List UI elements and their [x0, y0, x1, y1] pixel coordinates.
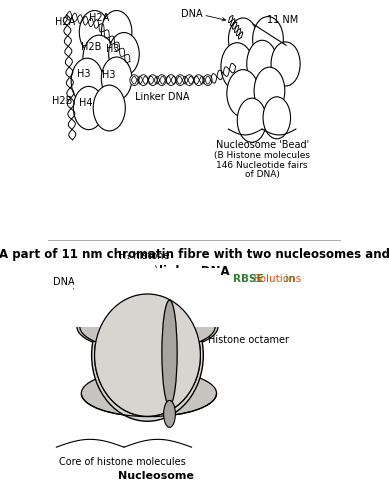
Ellipse shape	[176, 75, 184, 86]
Text: Nucleosome 'Bead': Nucleosome 'Bead'	[216, 140, 308, 149]
Ellipse shape	[166, 75, 175, 86]
Ellipse shape	[221, 43, 253, 90]
Ellipse shape	[109, 33, 139, 76]
Text: Nucleosome: Nucleosome	[118, 471, 194, 482]
Ellipse shape	[252, 17, 283, 62]
Ellipse shape	[263, 97, 291, 139]
Text: Linker DNA: Linker DNA	[135, 92, 189, 102]
Ellipse shape	[101, 10, 132, 54]
Text: H4: H4	[79, 98, 93, 108]
Text: H2A: H2A	[55, 17, 75, 27]
Text: 11 NM: 11 NM	[267, 15, 298, 25]
Ellipse shape	[95, 294, 200, 416]
Ellipse shape	[228, 18, 258, 61]
Text: .in: .in	[283, 274, 296, 284]
Ellipse shape	[92, 289, 203, 421]
Text: H₁ histone: H₁ histone	[119, 251, 170, 261]
Text: H2B: H2B	[81, 42, 102, 52]
Ellipse shape	[254, 67, 285, 114]
Text: Histone octamer: Histone octamer	[208, 336, 289, 346]
Text: (B Histone molecules: (B Histone molecules	[214, 151, 310, 160]
Text: Solutions: Solutions	[253, 274, 301, 284]
Ellipse shape	[185, 75, 194, 86]
Ellipse shape	[139, 75, 148, 86]
Ellipse shape	[227, 70, 259, 117]
Ellipse shape	[237, 98, 266, 143]
Ellipse shape	[158, 75, 166, 86]
Ellipse shape	[71, 58, 103, 104]
Ellipse shape	[83, 35, 115, 81]
Ellipse shape	[79, 10, 110, 54]
Ellipse shape	[93, 85, 125, 131]
Text: Core of histone molecules: Core of histone molecules	[59, 457, 186, 467]
Ellipse shape	[247, 40, 277, 88]
Ellipse shape	[95, 294, 200, 416]
Text: 146 Nucleotide fairs: 146 Nucleotide fairs	[216, 161, 308, 170]
Text: of DNA): of DNA)	[245, 170, 280, 179]
Ellipse shape	[203, 75, 212, 86]
Ellipse shape	[77, 302, 218, 351]
Ellipse shape	[271, 42, 300, 86]
Text: DNA: DNA	[181, 9, 202, 19]
Ellipse shape	[194, 75, 203, 86]
Text: H2A: H2A	[89, 13, 109, 23]
Ellipse shape	[81, 370, 217, 417]
Text: DNA: DNA	[53, 277, 75, 287]
Ellipse shape	[74, 86, 104, 130]
Text: H2B: H2B	[52, 96, 72, 105]
Ellipse shape	[130, 75, 138, 86]
Ellipse shape	[164, 400, 175, 427]
Ellipse shape	[162, 300, 177, 405]
Text: H3: H3	[77, 69, 90, 79]
Text: RBSE: RBSE	[233, 274, 263, 284]
Text: H3: H3	[106, 44, 120, 54]
Text: H3: H3	[102, 70, 116, 80]
Text: A part of 11 nm chromatin fibre with two nucleosomes and
linker DNA: A part of 11 nm chromatin fibre with two…	[0, 248, 389, 278]
Ellipse shape	[101, 57, 132, 100]
Ellipse shape	[148, 75, 157, 86]
Bar	[74, 268, 221, 327]
Ellipse shape	[80, 303, 215, 350]
